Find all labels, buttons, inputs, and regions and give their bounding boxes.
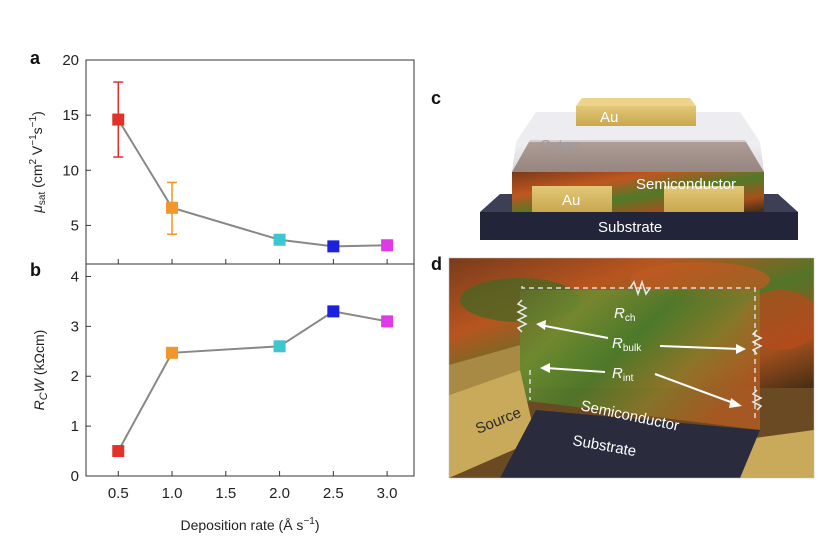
chart-b-xtick-label: 0.5 [108,485,129,502]
label-r-ch: Rch [614,305,635,324]
au-contact-right [664,186,744,212]
d-substrate [500,410,760,478]
chart-b-ylabel: RCW (kΩcm) [31,330,50,411]
resistor-top [629,279,651,297]
chart-b-ytick-label: 1 [71,418,79,435]
au-contact-left [532,186,612,212]
chart-b-frame [85,263,415,477]
chart-a-point [166,201,179,214]
chart-b: 0 1 2 3 4 0.5 1.0 1.5 2.0 2.5 3.0 [71,268,398,502]
chart-a-ytick-label: 5 [71,217,79,234]
chart-b-xtick-label: 1.0 [162,485,183,502]
chart-b-ytick-label: 2 [71,368,79,385]
label-r-int: Rint [612,365,634,384]
chart-b-xlabel: Deposition rate (Å s−1) [180,516,319,533]
chart-b-ytick-label: 4 [71,268,79,285]
au-top-face [576,98,696,106]
resistor-right [751,329,763,355]
schematic-c: Au Cytop Semiconductor Au Substrate [480,98,798,240]
schematic-d-frame [448,257,815,479]
label-au-bottom: Au [562,192,580,209]
chart-b-ytick-label: 3 [71,318,79,335]
resistor-left [516,299,528,333]
chart-a-ytick-label: 20 [62,52,79,69]
chart-a-point [327,240,340,253]
chart-a-series-line [117,119,388,248]
chart-b-xtick-label: 3.0 [377,485,398,502]
chart-b-point [112,445,125,458]
label-substrate-c: Substrate [598,219,662,236]
panel-letter-c: c [431,88,441,108]
chart-b-xtick-label: 2.0 [269,485,290,502]
chart-b-xtick-label: 1.5 [215,485,236,502]
chart-a-ytick-label: 10 [62,162,79,179]
svg-text:μsat (cm2 V−1s−1): μsat (cm2 V−1s−1) [28,111,48,214]
d-drain [740,430,814,478]
chart-b-point [381,315,394,328]
label-semiconductor-c: Semiconductor [636,176,736,193]
chart-a-ytick-label: 15 [62,107,79,124]
chart-a-frame [85,59,415,265]
svg-text:RCW (kΩcm): RCW (kΩcm) [31,330,50,411]
panel-letter-d: d [431,254,442,274]
chart-b-point [327,305,340,318]
arrow-rbulk [659,345,741,350]
arrow-rch-left [539,324,609,339]
cytop-front [512,142,764,172]
arrow-rint-left [545,367,606,373]
chart-b-series-line [117,310,388,452]
d-source [449,370,536,478]
chart-b-ytick-label: 0 [71,468,79,485]
chart-b-point [166,346,179,359]
chart-b-xtick-label: 2.5 [323,485,344,502]
chart-a-ylabel: μsat (cm2 V−1s−1) [28,111,48,214]
label-au-top: Au [600,109,618,126]
substrate-front [480,212,798,240]
schematic-d: Rch Rbulk Rint Source Semiconductor Subs… [449,258,814,478]
chart-a-point [112,113,125,126]
label-r-bulk: Rbulk [612,335,642,354]
chart-a: 5 10 15 20 [62,52,394,264]
chart-a-point [381,239,394,252]
au-top-front [576,106,696,126]
d-channel-region [520,290,760,430]
label-cytop: Cytop [540,137,579,154]
arrow-rint-right [654,373,737,405]
panel-letter-a: a [30,48,41,68]
chart-b-point [273,340,286,353]
chart-a-point [273,233,286,246]
panel-letter-b: b [30,260,41,280]
